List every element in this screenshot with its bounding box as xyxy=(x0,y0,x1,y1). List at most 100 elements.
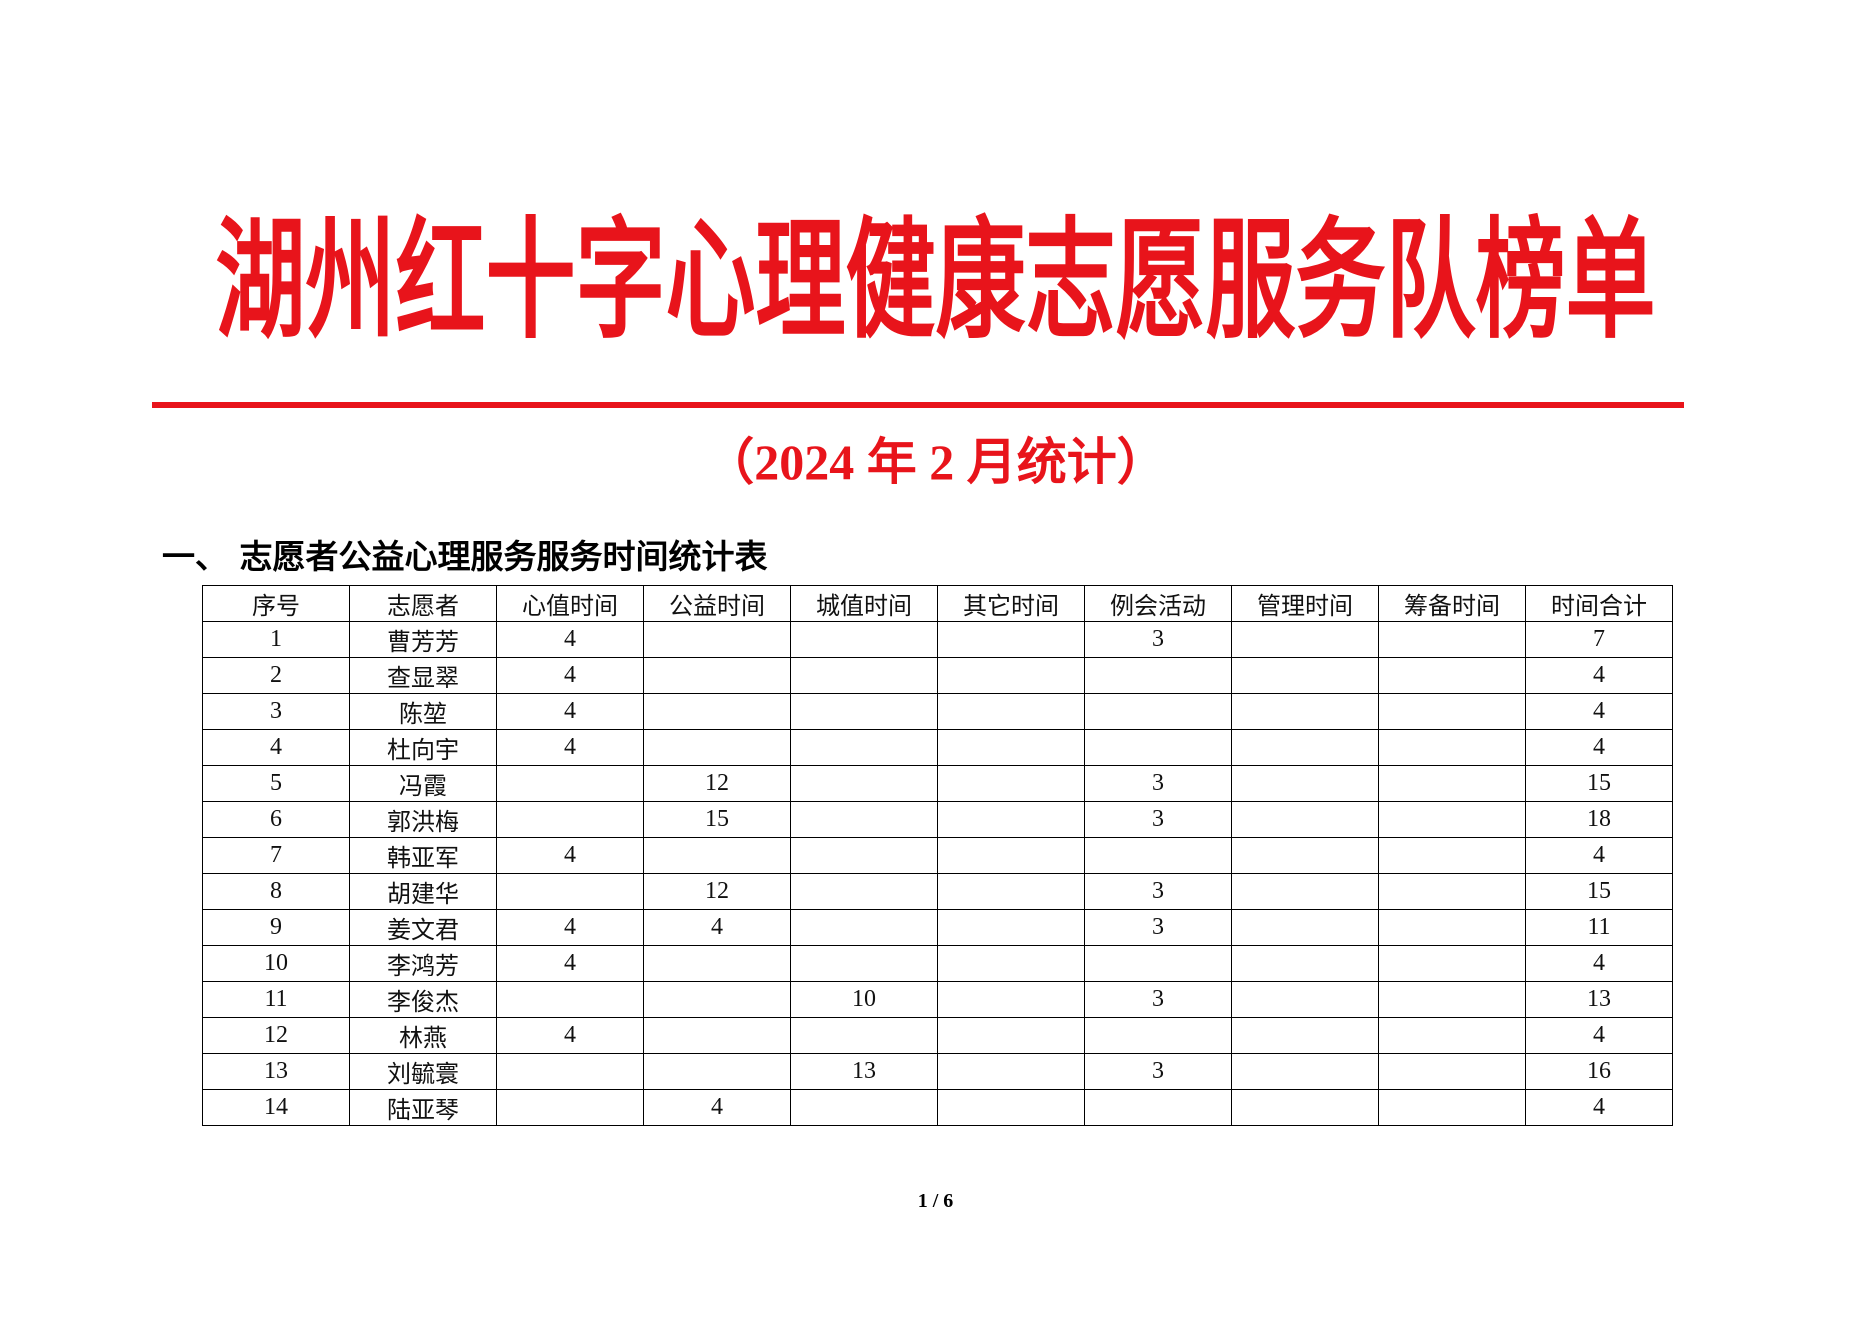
table-cell: 郭洪梅 xyxy=(349,801,497,838)
header-row: 序号 志愿者 心值时间 公益时间 城值时间 其它时间 例会活动 管理时间 筹备时间 时间合计 xyxy=(202,585,1673,622)
table-cell xyxy=(937,945,1085,982)
title-box: 湖州红十字心理健康志愿服务队榜单 xyxy=(0,209,1871,354)
table-cell: 4 xyxy=(496,909,644,946)
table-cell xyxy=(1231,729,1379,766)
table-row: 13 刘毓寰 13 3 16 xyxy=(202,1053,1673,1090)
table-cell xyxy=(1231,945,1379,982)
table-cell xyxy=(1231,621,1379,658)
table-cell xyxy=(496,873,644,910)
title: 湖州红十字心理健康志愿服务队榜单 xyxy=(215,205,1656,358)
table-cell xyxy=(643,945,791,982)
hours-table: 序号 志愿者 心值时间 公益时间 城值时间 其它时间 例会活动 管理时间 筹备时间 时间合计 1 曹芳… xyxy=(202,585,1673,1126)
table-cell xyxy=(790,657,938,694)
table-cell: 10 xyxy=(790,981,938,1018)
table-cell xyxy=(937,621,1085,658)
table-cell: 4 xyxy=(496,693,644,730)
section-heading: 一、 志愿者公益心理服务服务时间统计表 xyxy=(162,537,768,576)
table-cell: 12 xyxy=(643,765,791,802)
table-cell xyxy=(1231,1089,1379,1126)
table-cell xyxy=(1378,945,1526,982)
table-cell: 杜向宇 xyxy=(349,729,497,766)
header-cell: 心值时间 xyxy=(496,585,644,622)
table-cell: 15 xyxy=(643,801,791,838)
table-row: 10 李鸿芳 4 4 xyxy=(202,945,1673,982)
header-cell: 例会活动 xyxy=(1084,585,1232,622)
table-cell: 4 xyxy=(1525,693,1673,730)
header-cell: 筹备时间 xyxy=(1378,585,1526,622)
table-cell xyxy=(1378,765,1526,802)
table-cell: 林燕 xyxy=(349,1017,497,1054)
table-cell xyxy=(937,1017,1085,1054)
table-cell: 16 xyxy=(1525,1053,1673,1090)
table-cell: 10 xyxy=(202,945,350,982)
table-cell xyxy=(1231,1053,1379,1090)
table-row: 1 曹芳芳 4 3 7 xyxy=(202,621,1673,658)
table-cell xyxy=(937,1089,1085,1126)
table-cell: 4 xyxy=(1525,729,1673,766)
table-cell xyxy=(937,909,1085,946)
table-cell xyxy=(790,729,938,766)
table-cell xyxy=(1084,693,1232,730)
header-cell: 其它时间 xyxy=(937,585,1085,622)
table-cell: 4 xyxy=(1525,1017,1673,1054)
table-cell xyxy=(1378,1053,1526,1090)
page-number: 1 / 6 xyxy=(917,1190,954,1212)
table-cell xyxy=(643,981,791,1018)
table-cell: 4 xyxy=(1525,945,1673,982)
table-cell: 韩亚军 xyxy=(349,837,497,874)
table-cell: 4 xyxy=(643,1089,791,1126)
table-cell xyxy=(1231,765,1379,802)
table-cell: 1 xyxy=(202,621,350,658)
table-cell: 11 xyxy=(202,981,350,1018)
table-cell xyxy=(937,1053,1085,1090)
table-cell xyxy=(790,621,938,658)
table-cell xyxy=(643,1053,791,1090)
table-cell: 陆亚琴 xyxy=(349,1089,497,1126)
table-cell xyxy=(1378,621,1526,658)
table-cell: 14 xyxy=(202,1089,350,1126)
table-cell: 6 xyxy=(202,801,350,838)
table-cell: 12 xyxy=(643,873,791,910)
table-cell: 刘毓寰 xyxy=(349,1053,497,1090)
table-row: 2 查显翠 4 4 xyxy=(202,657,1673,694)
table-cell: 4 xyxy=(496,837,644,874)
table-cell xyxy=(1231,1017,1379,1054)
table-cell xyxy=(937,837,1085,874)
header-cell: 城值时间 xyxy=(790,585,938,622)
table-cell: 7 xyxy=(1525,621,1673,658)
title-rule xyxy=(152,402,1684,408)
table-cell xyxy=(643,621,791,658)
table-cell xyxy=(1231,981,1379,1018)
table-cell xyxy=(643,1017,791,1054)
table-cell: 9 xyxy=(202,909,350,946)
table-cell xyxy=(1378,1017,1526,1054)
table-row: 3 陈堃 4 4 xyxy=(202,693,1673,730)
table-cell xyxy=(937,765,1085,802)
table-cell: 李鸿芳 xyxy=(349,945,497,982)
table-cell xyxy=(643,693,791,730)
table-cell xyxy=(1231,693,1379,730)
table-cell xyxy=(790,837,938,874)
table-cell xyxy=(937,729,1085,766)
table-cell xyxy=(937,981,1085,1018)
table-cell xyxy=(1084,1017,1232,1054)
table-cell xyxy=(937,873,1085,910)
table-cell xyxy=(643,837,791,874)
table-cell: 4 xyxy=(496,729,644,766)
table-cell: 4 xyxy=(643,909,791,946)
table-cell: 4 xyxy=(496,1017,644,1054)
table-cell xyxy=(1231,837,1379,874)
table-cell: 5 xyxy=(202,765,350,802)
table-row: 12 林燕 4 4 xyxy=(202,1017,1673,1054)
table-cell: 4 xyxy=(1525,657,1673,694)
table-cell xyxy=(496,765,644,802)
header-cell: 序号 xyxy=(202,585,350,622)
table-cell xyxy=(1084,1089,1232,1126)
table-cell: 18 xyxy=(1525,801,1673,838)
table-cell xyxy=(790,873,938,910)
table-cell xyxy=(1378,981,1526,1018)
table-cell xyxy=(1378,873,1526,910)
table-cell xyxy=(1084,657,1232,694)
table-cell: 4 xyxy=(1525,1089,1673,1126)
table-cell: 冯霞 xyxy=(349,765,497,802)
